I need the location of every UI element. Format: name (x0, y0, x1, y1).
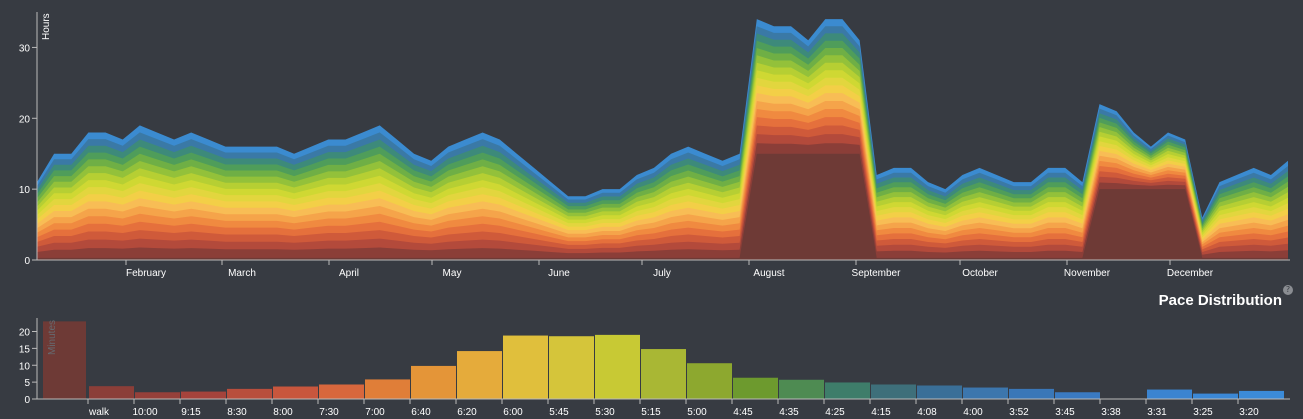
x-tick-label: 5:00 (687, 407, 707, 418)
help-icon[interactable]: ? (1283, 285, 1293, 295)
x-tick-label: 5:45 (549, 407, 569, 418)
x-tick-label: June (548, 268, 570, 279)
y-axis-label: Minutes (47, 320, 58, 355)
bar (319, 384, 364, 399)
x-tick-label: October (962, 268, 998, 279)
x-tick-label: February (126, 268, 166, 279)
x-tick-label: 3:38 (1101, 407, 1121, 418)
x-tick-label: 3:25 (1193, 407, 1213, 418)
x-tick-label: 10:00 (132, 407, 157, 418)
pace-distribution-bar-chart: 0 5 10 15 20 Minutes walk 10:00 9:15 8:30 8:00 7:… (19, 318, 1290, 418)
bar (779, 379, 824, 399)
x-tick-label: 4:15 (871, 407, 891, 418)
x-tick-label: 5:30 (595, 407, 615, 418)
bar (963, 387, 1008, 399)
bar (1239, 390, 1284, 399)
x-tick-label: 4:08 (917, 407, 937, 418)
x-tick-label: 8:30 (227, 407, 247, 418)
bar (917, 385, 962, 399)
x-tick-label: 6:40 (411, 407, 431, 418)
x-tick-label: 3:20 (1239, 407, 1259, 418)
bar (871, 384, 916, 399)
x-tick-label: 6:00 (503, 407, 523, 418)
x-tick-label: May (443, 268, 462, 279)
y-tick-label: 20 (19, 328, 31, 339)
bars (43, 321, 1284, 399)
bar (641, 349, 686, 399)
y-tick-label: 0 (24, 395, 30, 406)
area-layers (37, 19, 1288, 261)
y-ticks: 0 10 20 30 (19, 43, 37, 267)
area-layer-5 (37, 109, 1288, 260)
y-tick-label: 0 (24, 256, 30, 267)
weekly-hours-area-chart: 0 10 20 30 Hours February March April May June J… (19, 12, 1290, 279)
y-tick-label: 5 (24, 378, 30, 389)
bar (135, 392, 180, 399)
x-tick-label: 3:31 (1147, 407, 1167, 418)
x-tick-label: 8:00 (273, 407, 293, 418)
x-tick-label: walk (88, 407, 110, 418)
x-tick-label: July (653, 268, 671, 279)
y-tick-label: 20 (19, 114, 31, 125)
x-tick-label: November (1064, 268, 1111, 279)
bar (457, 351, 502, 399)
y-tick-label: 10 (19, 185, 31, 196)
x-tick-label: August (753, 268, 784, 279)
y-tick-label: 30 (19, 43, 31, 54)
bar (1009, 388, 1054, 399)
x-tick-label: September (852, 268, 902, 279)
x-tick-label: 6:20 (457, 407, 477, 418)
bar (503, 335, 548, 399)
pace-distribution-title: Pace Distribution (1158, 292, 1282, 309)
x-tick-label: 4:45 (733, 407, 753, 418)
bar (733, 377, 778, 399)
bar (687, 363, 732, 399)
x-tick-label: 5:15 (641, 407, 661, 418)
x-tick-label: 7:30 (319, 407, 339, 418)
bar (273, 386, 318, 399)
x-tick-label: 4:00 (963, 407, 983, 418)
y-tick-label: 10 (19, 361, 31, 372)
bar (1147, 389, 1192, 399)
x-tick-label: 3:52 (1009, 407, 1029, 418)
bar (825, 382, 870, 399)
x-tick-label: 4:35 (779, 407, 799, 418)
bar-lead (43, 321, 86, 399)
bar (411, 365, 456, 399)
x-ticks: walk 10:00 9:15 8:30 8:00 7:30 7:00 6:40 6:20 6:0… (87, 399, 1259, 418)
x-tick-label: 3:45 (1055, 407, 1075, 418)
bar (365, 379, 410, 399)
y-ticks: 0 5 10 15 20 (19, 328, 37, 406)
x-tick-label: April (339, 268, 359, 279)
x-tick-label: 4:25 (825, 407, 845, 418)
x-tick-label: December (1167, 268, 1214, 279)
x-tick-label: 9:15 (181, 407, 201, 418)
bar (595, 334, 640, 399)
bar (89, 386, 134, 399)
x-ticks: February March April May June July August Septe… (125, 260, 1214, 279)
bar (181, 391, 226, 399)
y-tick-label: 15 (19, 344, 31, 355)
x-tick-label: March (228, 268, 256, 279)
area-layer-0 (37, 153, 1288, 260)
bar (227, 388, 272, 399)
y-axis-label: Hours (41, 13, 52, 40)
x-tick-label: 7:00 (365, 407, 385, 418)
bar (1193, 393, 1238, 399)
bar (549, 336, 594, 399)
bar (1055, 392, 1100, 399)
